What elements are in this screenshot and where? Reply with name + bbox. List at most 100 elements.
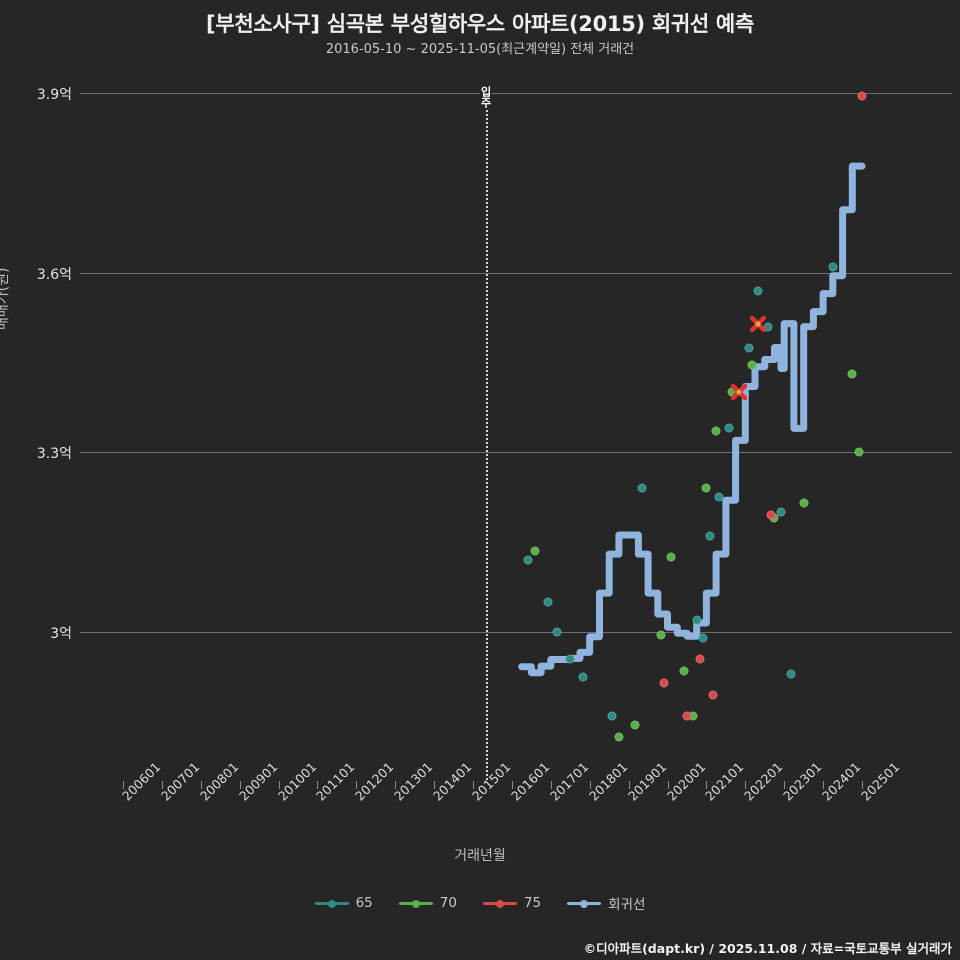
scatter-point-65 bbox=[724, 423, 734, 433]
scatter-point-65 bbox=[523, 555, 533, 565]
scatter-point-65 bbox=[698, 633, 708, 643]
legend-swatch-icon bbox=[567, 897, 602, 909]
scatter-point-65 bbox=[565, 654, 575, 664]
scatter-point-65 bbox=[705, 531, 715, 541]
x-axis-label: 거래년월 bbox=[454, 848, 506, 864]
x-tick-label: 201901 bbox=[624, 759, 669, 804]
chart-legend: 65 70 75 회귀선 bbox=[0, 893, 960, 913]
x-tick-label: 201601 bbox=[507, 759, 553, 804]
y-tick-label: 3.6억 bbox=[36, 266, 72, 283]
x-tick bbox=[473, 781, 475, 789]
scatter-point-65 bbox=[637, 483, 647, 493]
regression-path bbox=[518, 162, 866, 677]
legend-swatch-icon bbox=[314, 897, 349, 909]
scatter-point-65 bbox=[607, 711, 617, 721]
x-tick-label: 201301 bbox=[391, 759, 436, 804]
gridline bbox=[80, 93, 952, 94]
scatter-point-65 bbox=[828, 262, 838, 272]
x-tick-label: 200601 bbox=[119, 759, 164, 804]
scatter-point-75 bbox=[695, 654, 705, 664]
gridline bbox=[80, 452, 952, 454]
footer-credit: ©디아파트(dapt.kr) / 2025.11.08 / 자료=국토교통부 실… bbox=[583, 941, 952, 956]
x-tick-label: 202501 bbox=[858, 759, 903, 804]
x-tick-label: 200701 bbox=[157, 759, 203, 804]
scatter-point-65 bbox=[786, 669, 796, 679]
scatter-point-65 bbox=[552, 627, 562, 637]
chart-title: [부천소사구] 심곡본 부성힐하우스 아파트(2015) 회귀선 예측 bbox=[206, 12, 754, 36]
scatter-point-65 bbox=[744, 343, 754, 353]
x-tick bbox=[628, 781, 630, 789]
cancelled-mark-icon bbox=[730, 384, 748, 401]
x-tick bbox=[434, 781, 436, 789]
move-in-marker-line bbox=[486, 90, 489, 780]
scatter-point-65 bbox=[714, 492, 724, 502]
x-tick bbox=[123, 781, 124, 789]
scatter-point-70 bbox=[656, 630, 666, 640]
y-tick-label: 3.9억 bbox=[36, 87, 72, 103]
x-tick bbox=[589, 781, 591, 789]
scatter-point-75 bbox=[766, 510, 776, 520]
legend-item-65[interactable]: 65 bbox=[314, 895, 373, 911]
x-tick bbox=[161, 781, 163, 789]
chart-subtitle: 2016-05-10 ~ 2025-11-05(최근계약일) 전체 거래건 bbox=[325, 42, 635, 57]
scatter-point-65 bbox=[692, 615, 702, 625]
legend-swatch-icon bbox=[482, 897, 517, 909]
x-tick bbox=[317, 781, 319, 789]
scatter-point-70 bbox=[679, 666, 689, 676]
move-in-marker-label: 입주 bbox=[479, 85, 493, 109]
x-tick bbox=[667, 781, 669, 789]
x-tick-label: 202001 bbox=[663, 759, 708, 804]
scatter-point-65 bbox=[753, 286, 763, 296]
x-tick bbox=[200, 781, 202, 789]
x-tick-label: 202101 bbox=[702, 759, 747, 804]
scatter-point-70 bbox=[630, 720, 640, 730]
scatter-point-70 bbox=[666, 552, 676, 562]
legend-label: 70 bbox=[439, 895, 457, 911]
legend-label: 65 bbox=[355, 895, 373, 911]
scatter-point-65 bbox=[543, 597, 553, 607]
scatter-point-70 bbox=[614, 732, 624, 742]
x-tick-label: 202401 bbox=[819, 759, 864, 804]
x-tick bbox=[278, 781, 280, 789]
cancelled-mark-icon bbox=[750, 315, 767, 332]
x-tick-label: 201701 bbox=[546, 759, 592, 804]
legend-item-70[interactable]: 70 bbox=[398, 895, 457, 911]
x-tick-label: 200801 bbox=[196, 759, 242, 804]
legend-item-회귀선[interactable]: 회귀선 bbox=[567, 893, 645, 913]
scatter-point-70 bbox=[799, 498, 809, 508]
scatter-point-75 bbox=[682, 711, 692, 721]
legend-item-75[interactable]: 75 bbox=[482, 895, 542, 911]
scatter-point-70 bbox=[530, 546, 540, 556]
x-tick-label: 201101 bbox=[313, 759, 358, 804]
scatter-point-70 bbox=[854, 447, 864, 457]
x-tick bbox=[784, 781, 786, 789]
x-tick-label: 200901 bbox=[235, 759, 281, 804]
gridline bbox=[80, 632, 952, 633]
legend-label: 75 bbox=[523, 895, 542, 911]
x-tick-label: 202301 bbox=[780, 759, 825, 804]
scatter-point-75 bbox=[659, 678, 669, 688]
x-tick bbox=[511, 781, 513, 789]
scatter-point-70 bbox=[747, 360, 757, 370]
x-tick-label: 201201 bbox=[352, 759, 397, 804]
scatter-point-75 bbox=[708, 690, 718, 700]
y-tick-label: 3억 bbox=[50, 626, 72, 642]
x-tick bbox=[550, 781, 552, 789]
legend-label: 회귀선 bbox=[608, 897, 646, 913]
x-tick bbox=[862, 781, 863, 789]
x-tick-label: 202201 bbox=[741, 759, 786, 804]
x-tick-label: 201001 bbox=[274, 759, 319, 804]
x-tick-label: 201801 bbox=[585, 759, 631, 804]
scatter-point-65 bbox=[578, 672, 588, 682]
x-tick-label: 201401 bbox=[430, 759, 475, 804]
x-tick-label: 201501 bbox=[469, 759, 514, 804]
x-tick bbox=[395, 781, 397, 789]
scatter-point-65 bbox=[776, 507, 786, 517]
scatter-point-70 bbox=[701, 483, 711, 493]
scatter-point-70 bbox=[711, 426, 721, 436]
x-tick bbox=[356, 781, 358, 789]
x-tick bbox=[823, 781, 825, 789]
legend-swatch-icon bbox=[398, 897, 433, 909]
